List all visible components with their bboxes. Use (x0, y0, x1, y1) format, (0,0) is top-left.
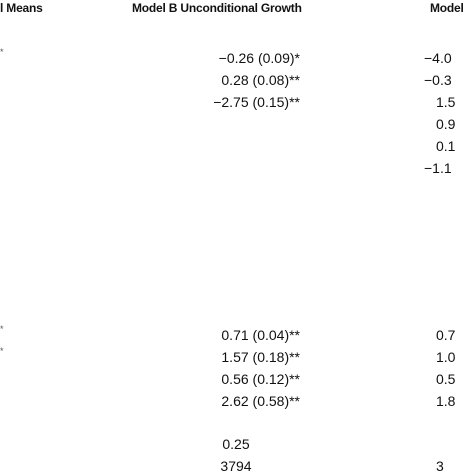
cell-value: −0.3 (424, 72, 452, 88)
cell-value: 3 (436, 458, 444, 474)
row-mark: * (0, 47, 4, 57)
cell-value: −1.1 (424, 160, 452, 176)
column-header: l Means (0, 1, 43, 15)
cell-value: 0.9 (436, 116, 456, 132)
cell-value: 0.28 (0.08)** (221, 72, 300, 88)
column-header: Model B Unconditional Growth (132, 1, 302, 15)
row-mark: * (0, 324, 4, 334)
cell-value: 0.7 (436, 327, 456, 343)
cell-value: −0.26 (0.09)* (218, 50, 300, 66)
cell-value: 2.62 (0.58)** (221, 393, 300, 409)
cell-value: 1.8 (436, 393, 456, 409)
cell-value: 1.57 (0.18)** (221, 349, 300, 365)
cell-value: 0.71 (0.04)** (221, 327, 300, 343)
cell-value: 1.0 (436, 349, 456, 365)
cell-value: −2.75 (0.15)** (213, 94, 300, 110)
cell-value: 3794 (220, 458, 252, 474)
cell-value: 0.5 (436, 371, 456, 387)
cell-value: −4.0 (424, 50, 452, 66)
row-mark: * (0, 346, 4, 356)
cell-value: 0.56 (0.12)** (221, 371, 300, 387)
cell-value: 0.1 (436, 138, 456, 154)
cell-value: 0.25 (222, 436, 250, 452)
column-header: Model (430, 1, 464, 15)
cell-value: 1.5 (436, 94, 456, 110)
